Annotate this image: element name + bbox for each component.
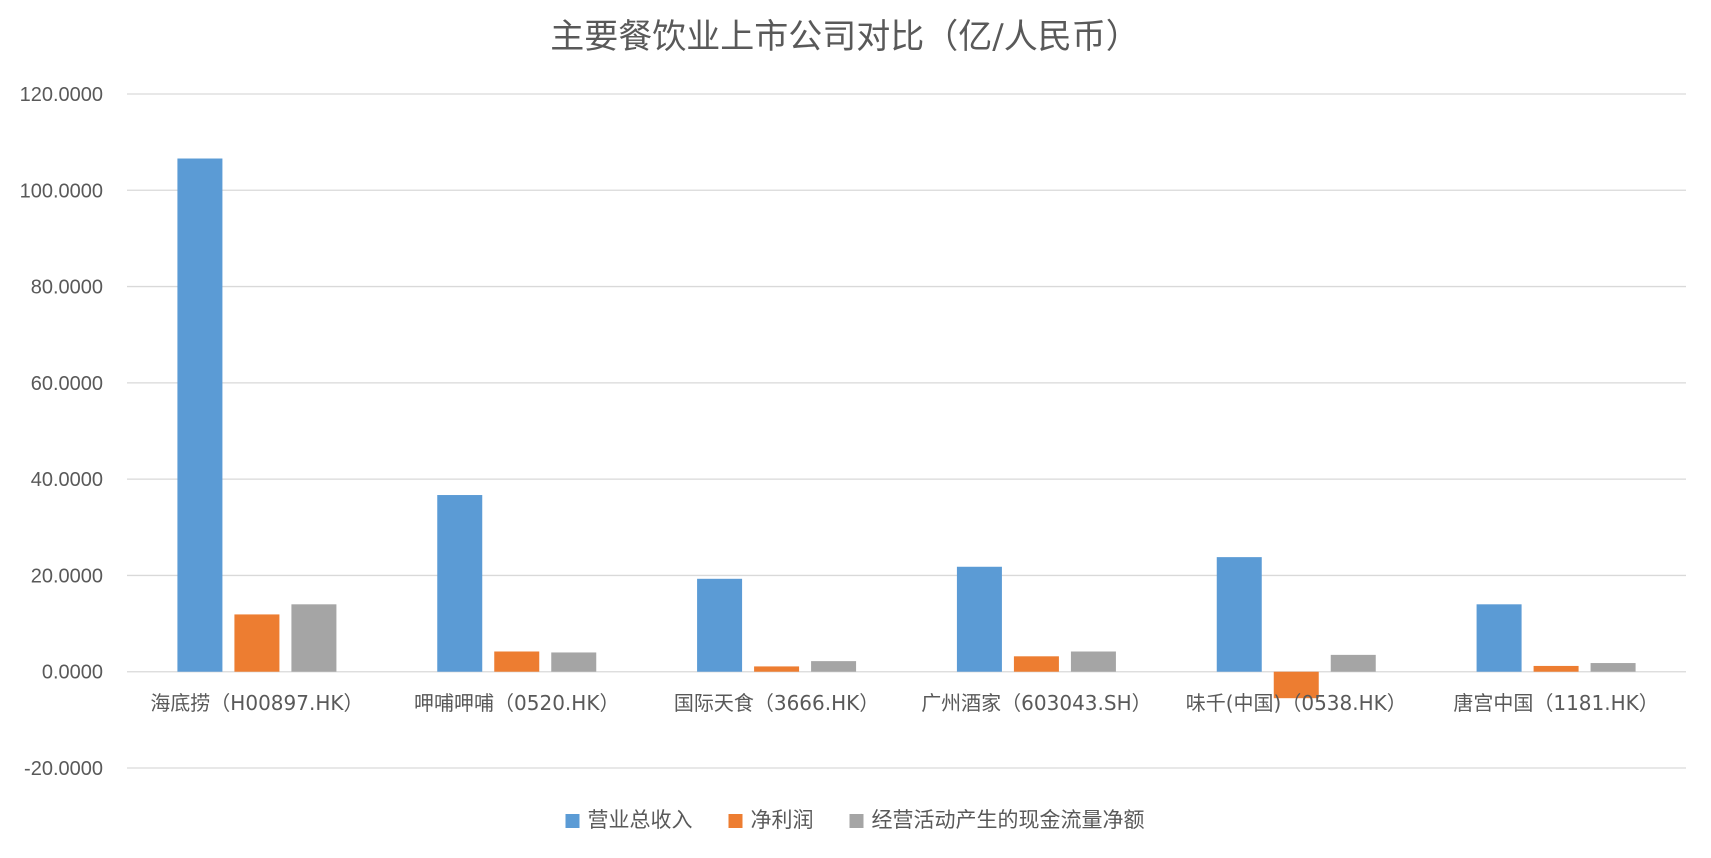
y-tick-label-0: -20.0000 [24, 758, 103, 780]
bar-series0-cat3 [956, 566, 1002, 672]
gridlines [127, 93, 1686, 769]
category-label-3: 广州酒家（603043.SH） [921, 691, 1151, 715]
bar-series2-cat1 [551, 652, 597, 672]
category-label-5: 唐宫中国（1181.HK） [1453, 691, 1658, 715]
bar-series1-cat4 [1273, 671, 1319, 699]
y-tick-label-5: 80.0000 [31, 277, 103, 299]
bar-series0-cat4 [1216, 557, 1262, 672]
bar-series1-cat5 [1533, 665, 1579, 672]
bar-series1-cat3 [1013, 656, 1059, 672]
bar-series0-cat1 [437, 495, 483, 672]
legend-item-2: 经营活动产生的现金流量净额 [849, 808, 1145, 832]
bar-series2-cat2 [811, 661, 857, 672]
legend-item-1: 净利润 [728, 808, 814, 832]
bar-series2-cat3 [1070, 651, 1116, 672]
legend-swatch-0 [565, 814, 580, 828]
bars [177, 158, 1636, 699]
bar-series2-cat0 [291, 604, 337, 672]
chart-title: 主要餐饮业上市公司对比（亿/人民币） [550, 17, 1139, 57]
category-label-2: 国际天食（3666.HK） [674, 691, 879, 715]
bar-series1-cat0 [234, 614, 280, 672]
y-tick-label-7: 120.0000 [20, 84, 103, 106]
y-tick-label-4: 60.0000 [31, 373, 103, 395]
bar-series1-cat2 [754, 666, 800, 672]
y-tick-label-2: 20.0000 [31, 565, 103, 587]
legend-item-0: 营业总收入 [565, 808, 693, 832]
legend-label-0: 营业总收入 [588, 808, 693, 832]
bar-series2-cat4 [1330, 654, 1376, 672]
y-tick-label-6: 100.0000 [20, 180, 103, 202]
bar-series2-cat5 [1590, 663, 1636, 672]
y-axis-tick-labels: -20.0000 0.0000 20.0000 40.0000 60.0000 80.00… [20, 84, 103, 780]
bar-series0-cat5 [1476, 604, 1522, 672]
legend-swatch-1 [728, 814, 743, 828]
legend-label-2: 经营活动产生的现金流量净额 [872, 808, 1145, 832]
category-label-4: 味千(中国)（0538.HK） [1186, 691, 1407, 715]
bar-series0-cat0 [177, 158, 223, 672]
bar-series1-cat1 [494, 651, 540, 672]
x-axis-category-labels: 海底捞（H00897.HK） 呷哺呷哺（0520.HK） 国际天食（3666.HK）… [150, 691, 1658, 715]
legend-label-1: 净利润 [751, 808, 814, 832]
category-label-0: 海底捞（H00897.HK） [150, 691, 363, 715]
y-tick-label-3: 40.0000 [31, 469, 103, 491]
y-tick-label-1: 0.0000 [42, 662, 103, 684]
legend: 营业总收入 净利润 经营活动产生的现金流量净额 [565, 808, 1145, 832]
category-label-1: 呷哺呷哺（0520.HK） [414, 691, 619, 715]
bar-series0-cat2 [697, 578, 743, 672]
legend-swatch-2 [849, 814, 864, 828]
